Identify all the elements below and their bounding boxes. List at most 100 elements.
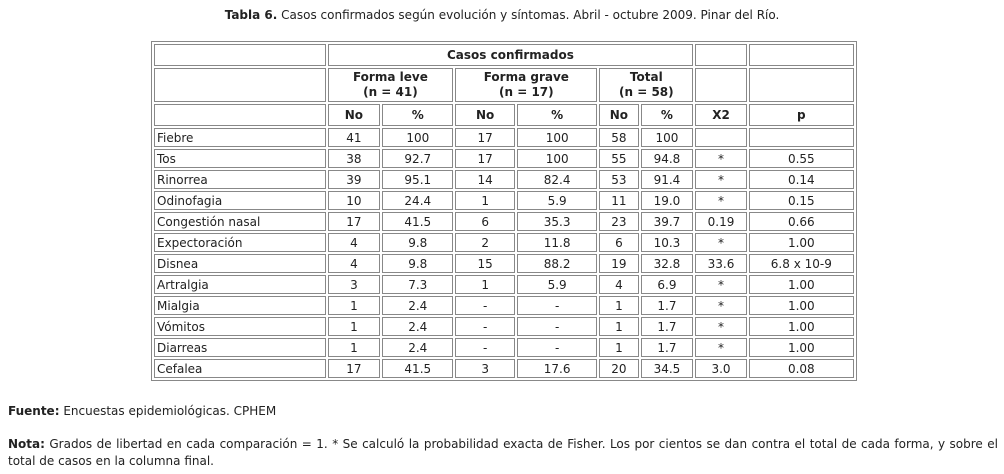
table-cell: 11.8 xyxy=(516,233,598,252)
table-row: Fiebre 41 100 17 100 58 100 xyxy=(154,128,854,147)
table-cell: 10 xyxy=(327,191,381,210)
caption-text: Casos confirmados según evolución y sínt… xyxy=(281,8,780,22)
table-cell: 1.7 xyxy=(640,338,694,357)
table-cell: 6 xyxy=(455,212,515,231)
table-cell: 1.00 xyxy=(748,275,854,294)
empty-cell xyxy=(695,68,747,102)
table-cell: 0.66 xyxy=(748,212,854,231)
table-cell: 23 xyxy=(599,212,639,231)
column-header: No xyxy=(327,104,381,126)
group-header: Casos confirmados xyxy=(327,44,694,66)
note-label: Nota: xyxy=(8,437,45,451)
column-header: % xyxy=(382,104,454,126)
table-cell: 1.00 xyxy=(748,296,854,315)
table-cell: 1.7 xyxy=(640,317,694,336)
table-row: Cefalea 17 41.5 3 17.6 20 34.5 3.0 0.08 xyxy=(154,359,854,378)
column-header: No xyxy=(455,104,515,126)
header-row: Forma leve (n = 41) Forma grave (n = 17) Tot… xyxy=(154,68,854,102)
column-header: % xyxy=(640,104,694,126)
subgroup-header: Total (n = 58) xyxy=(599,68,694,102)
table-cell: 15 xyxy=(455,254,515,273)
table-cell: 95.1 xyxy=(382,170,454,189)
table-cell: 91.4 xyxy=(640,170,694,189)
table-cell: 92.7 xyxy=(382,149,454,168)
subgroup-line: Forma leve xyxy=(352,70,428,84)
subgroup-line: (n = 17) xyxy=(499,85,554,99)
table-cell: * xyxy=(695,170,747,189)
table-row: Expectoración 4 9.8 2 11.8 6 10.3 * 1.00 xyxy=(154,233,854,252)
table-cell: - xyxy=(516,317,598,336)
subgroup-line: (n = 58) xyxy=(619,85,674,99)
subgroup-line: Forma grave xyxy=(483,70,569,84)
table-cell: 82.4 xyxy=(516,170,598,189)
table-row: Mialgia 1 2.4- -1 1.7 * 1.00 xyxy=(154,296,854,315)
table-cell: 17 xyxy=(327,359,381,378)
table-cell: 33.6 xyxy=(695,254,747,273)
table-cell: 11 xyxy=(599,191,639,210)
row-label: Artralgia xyxy=(154,275,326,294)
caption-label: Tabla 6. xyxy=(224,8,278,22)
subgroup-header: Forma leve (n = 41) xyxy=(327,68,454,102)
table-row: Vómitos 1 2.4- -1 1.7 * 1.00 xyxy=(154,317,854,336)
empty-cell xyxy=(748,44,854,66)
table-cell: 41.5 xyxy=(382,359,454,378)
table-cell: 0.14 xyxy=(748,170,854,189)
table-cell: 1 xyxy=(599,317,639,336)
table-row: Disnea 4 9.8 15 88.2 19 32.8 33.6 6.8 x 10-9 xyxy=(154,254,854,273)
table-cell: 10.3 xyxy=(640,233,694,252)
source-text: Encuestas epidemiológicas. CPHEM xyxy=(63,404,277,418)
table-cell: - xyxy=(455,296,515,315)
column-header: X2 xyxy=(695,104,747,126)
row-label: Expectoración xyxy=(154,233,326,252)
table-cell: - xyxy=(516,338,598,357)
table-cell: 1 xyxy=(599,296,639,315)
table-cell: 39.7 xyxy=(640,212,694,231)
table-row: Diarreas 1 2.4- -1 1.7 * 1.00 xyxy=(154,338,854,357)
table-cell: 1 xyxy=(327,338,381,357)
table-cell: - xyxy=(516,296,598,315)
table-row: Artralgia 3 7.3 1 5.9 4 6.9 * 1.00 xyxy=(154,275,854,294)
note: Nota: Grados de libertad en cada compara… xyxy=(8,436,998,470)
empty-cell xyxy=(154,104,326,126)
table-cell: * xyxy=(695,275,747,294)
table-cell: 1 xyxy=(599,338,639,357)
table-cell: 1 xyxy=(455,275,515,294)
caption: Tabla 6. Casos confirmados según evoluci… xyxy=(0,8,1004,22)
table-cell: 100 xyxy=(382,128,454,147)
table-cell: 100 xyxy=(640,128,694,147)
column-header: % xyxy=(516,104,598,126)
table-cell: 17 xyxy=(455,149,515,168)
table-cell: 32.8 xyxy=(640,254,694,273)
table-cell: 4 xyxy=(327,233,381,252)
table-cell: 94.8 xyxy=(640,149,694,168)
table-row: Odinofagia 10 24.4 1 5.9 11 19.0 * 0.15 xyxy=(154,191,854,210)
table-cell: 6.9 xyxy=(640,275,694,294)
table-cell: - xyxy=(455,338,515,357)
row-label: Disnea xyxy=(154,254,326,273)
table-cell: 3 xyxy=(327,275,381,294)
table-cell: 19.0 xyxy=(640,191,694,210)
table-cell: 24.4 xyxy=(382,191,454,210)
table-cell: 9.8 xyxy=(382,233,454,252)
table-cell: 9.8 xyxy=(382,254,454,273)
source-label: Fuente: xyxy=(8,404,60,418)
table-cell: 19 xyxy=(599,254,639,273)
table-cell: 6.8 x 10-9 xyxy=(748,254,854,273)
row-label: Odinofagia xyxy=(154,191,326,210)
row-label: Rinorrea xyxy=(154,170,326,189)
table-cell xyxy=(748,128,854,147)
table-cell: 100 xyxy=(516,149,598,168)
header-row: No% No% No% X2 p xyxy=(154,104,854,126)
table-cell: 41.5 xyxy=(382,212,454,231)
table-cell: 17 xyxy=(327,212,381,231)
table-cell: 0.55 xyxy=(748,149,854,168)
note-text: Grados de libertad en cada comparación =… xyxy=(8,437,998,468)
table-cell: * xyxy=(695,149,747,168)
table-row: Tos 38 92.7 17 100 55 94.8 * 0.55 xyxy=(154,149,854,168)
table-cell: * xyxy=(695,338,747,357)
table-cell: 6 xyxy=(599,233,639,252)
table-cell: 38 xyxy=(327,149,381,168)
table-cell: * xyxy=(695,233,747,252)
header-row: Casos confirmados xyxy=(154,44,854,66)
